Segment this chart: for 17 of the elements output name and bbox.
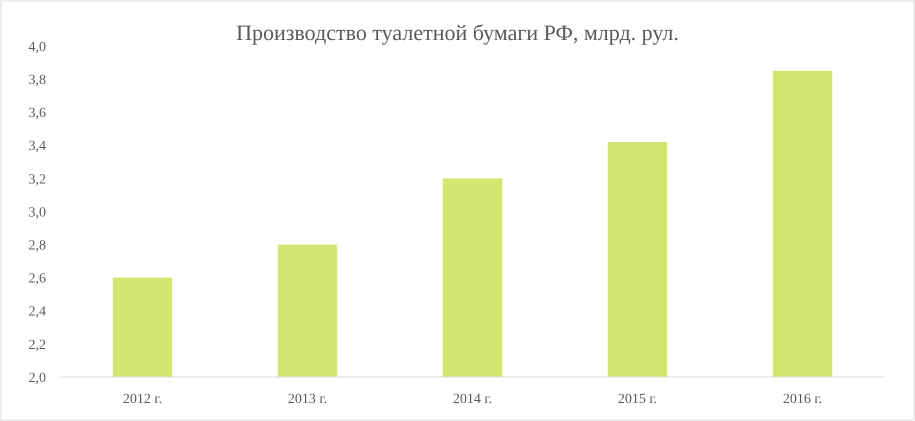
x-tick-label: 2013 г. bbox=[288, 392, 328, 407]
y-tick-label: 4,0 bbox=[28, 40, 46, 55]
x-tick-label: 2014 г. bbox=[452, 392, 492, 407]
y-tick-label: 3,8 bbox=[28, 73, 46, 88]
x-tick-label: 2016 г. bbox=[782, 392, 822, 407]
x-tick-label: 2015 г. bbox=[618, 392, 658, 407]
y-tick-label: 2,8 bbox=[28, 238, 46, 254]
x-tick-label: 2012 г. bbox=[122, 392, 162, 407]
chart-title: Производство туалетной бумаги РФ, млрд. рул. bbox=[236, 20, 679, 45]
y-tick-label: 2,6 bbox=[28, 272, 46, 287]
y-tick-label: 3,4 bbox=[28, 139, 46, 154]
y-tick-label: 3,0 bbox=[28, 205, 46, 220]
y-tick-label: 2,2 bbox=[28, 338, 46, 353]
y-tick-label: 3,2 bbox=[28, 172, 46, 188]
y-tick-label: 2,4 bbox=[28, 304, 46, 320]
y-tick-label: 3,6 bbox=[28, 106, 46, 122]
y-tick-label: 2,0 bbox=[28, 370, 46, 386]
